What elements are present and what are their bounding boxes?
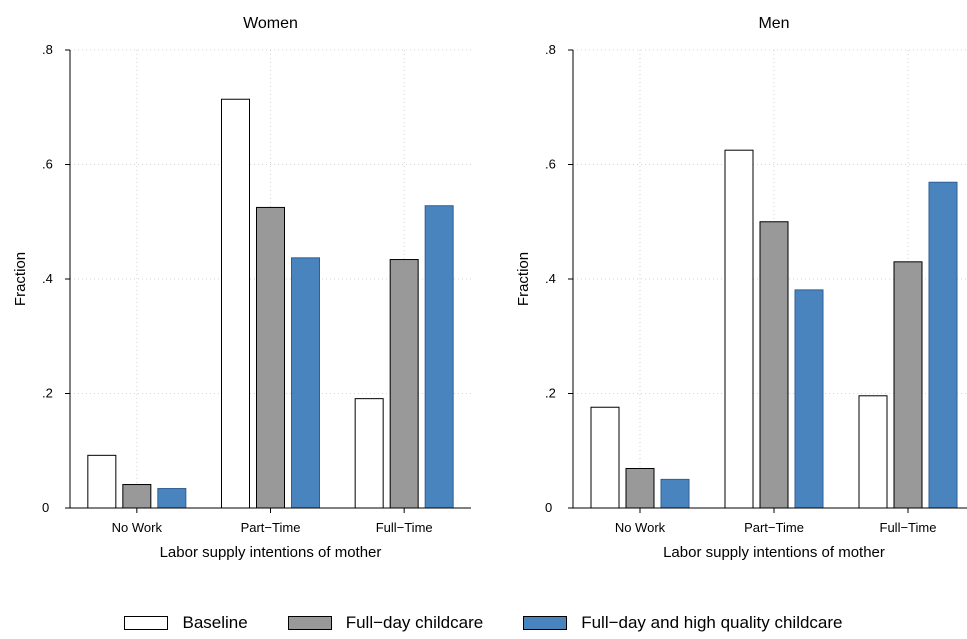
bar [221,98,250,509]
x-tick-label: Part−Time [241,520,301,535]
chart-title: Women [243,15,298,32]
legend-label-baseline: Baseline [182,613,248,632]
bar [660,478,690,509]
legend-item-baseline: Baseline [124,613,248,633]
y-tick-label: 0 [545,500,552,515]
y-tick-label: .2 [545,386,556,401]
y-tick-label: .6 [545,157,556,172]
x-tick-label: Full−Time [880,520,937,535]
legend-swatch-full-day-high-quality [523,616,568,630]
bar [354,398,384,509]
bar [928,181,958,509]
x-tick-label: No Work [112,520,163,535]
bar [724,149,754,509]
x-axis-label: Labor supply intentions of mother [160,544,382,561]
y-tick-label: .8 [545,42,556,57]
legend-item-full-day: Full−day childcare [287,613,484,633]
bar [424,205,454,509]
legend: Baseline Full−day childcare Full−day and… [0,612,967,634]
x-tick-label: Part−Time [744,520,804,535]
y-tick-label: .6 [42,157,53,172]
chart-figure: 0 .2 .4 .6 .8 No Work Part−Time Full−Time Women L… [12,15,967,561]
bar [625,467,655,509]
y-axis-label: Fraction [12,252,29,306]
legend-label-full-day-high-quality: Full−day and high quality childcare [581,613,843,632]
y-tick-label: .2 [42,386,53,401]
bar [291,257,320,509]
legend-swatch-baseline [124,616,169,630]
y-tick-label: .4 [545,271,556,286]
x-tick-label: Full−Time [376,520,433,535]
bar [122,484,152,509]
legend-swatch-full-day [287,616,332,630]
bar [389,259,419,509]
x-axis-label: Labor supply intentions of mother [663,544,885,561]
legend-label-full-day: Full−day childcare [345,613,484,632]
bar [87,454,117,509]
y-tick-label: 0 [42,500,49,515]
bar [256,206,285,509]
legend-item-full-day-high-quality: Full−day and high quality childcare [523,613,843,633]
y-tick-label: .8 [42,42,53,57]
bar [590,406,620,509]
bar [759,221,789,509]
bar [794,289,824,509]
y-tick-label: .4 [42,271,53,286]
bar [157,488,187,509]
x-tick-label: No Work [615,520,666,535]
y-axis-label: Fraction [515,252,532,306]
chart-title: Men [758,15,789,32]
bar [893,261,923,509]
bar [858,395,888,509]
